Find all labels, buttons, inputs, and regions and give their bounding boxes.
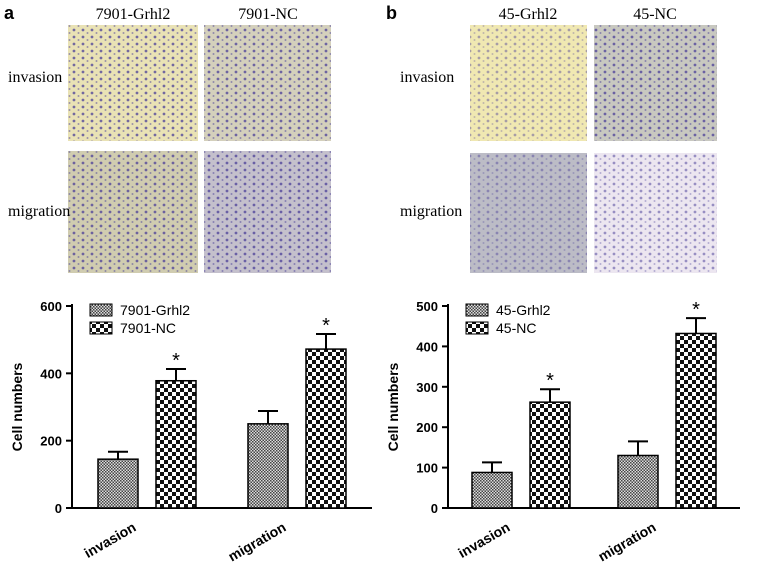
row-label: invasion bbox=[400, 69, 454, 86]
panel-letter: a bbox=[4, 3, 15, 23]
legend-swatch bbox=[465, 303, 489, 317]
micrograph bbox=[68, 25, 198, 141]
panel-letter: b bbox=[386, 3, 397, 23]
x-tick-label: invasion bbox=[455, 519, 512, 561]
bar bbox=[97, 458, 139, 509]
column-label: 7901-NC bbox=[238, 6, 298, 23]
legend-label: 45-NC bbox=[496, 320, 536, 336]
y-tick-label: 300 bbox=[416, 380, 438, 395]
y-tick-label: 400 bbox=[40, 366, 62, 381]
bar bbox=[471, 471, 513, 509]
y-axis-label: Cell numbers bbox=[385, 362, 401, 451]
y-tick-label: 100 bbox=[416, 461, 438, 476]
micrographs bbox=[68, 25, 717, 273]
micrograph bbox=[204, 25, 331, 141]
significance-marker: * bbox=[692, 299, 700, 321]
y-axis-label: Cell numbers bbox=[9, 362, 25, 451]
row-label: migration bbox=[400, 203, 462, 220]
bar bbox=[617, 454, 659, 509]
column-label: 45-Grhl2 bbox=[499, 6, 558, 23]
y-tick-label: 200 bbox=[416, 420, 438, 435]
y-tick-label: 500 bbox=[416, 299, 438, 314]
legend-label: 45-Grhl2 bbox=[496, 302, 551, 318]
y-tick-label: 200 bbox=[40, 434, 62, 449]
y-tick-label: 0 bbox=[431, 501, 438, 516]
legend-swatch bbox=[465, 321, 489, 335]
y-tick-label: 600 bbox=[40, 299, 62, 314]
legend-swatch bbox=[89, 321, 113, 335]
legend-label: 7901-NC bbox=[120, 320, 176, 336]
micrograph bbox=[470, 153, 587, 273]
micrograph bbox=[594, 153, 717, 273]
row-label: migration bbox=[8, 203, 70, 220]
x-tick-label: invasion bbox=[81, 519, 138, 561]
micrograph bbox=[68, 151, 198, 273]
column-label: 7901-Grhl2 bbox=[96, 6, 171, 23]
x-tick-label: migration bbox=[225, 519, 288, 565]
bar bbox=[305, 348, 347, 509]
legend-swatch bbox=[89, 303, 113, 317]
bar bbox=[675, 332, 717, 509]
micrograph bbox=[594, 25, 717, 141]
y-tick-label: 0 bbox=[55, 501, 62, 516]
significance-marker: * bbox=[172, 350, 180, 372]
x-tick-label: migration bbox=[595, 519, 658, 565]
micrograph bbox=[204, 151, 331, 273]
column-label: 45-NC bbox=[633, 6, 677, 23]
significance-marker: * bbox=[322, 315, 330, 337]
bar bbox=[529, 401, 571, 509]
legend-label: 7901-Grhl2 bbox=[120, 302, 190, 318]
bar bbox=[247, 423, 289, 509]
bar bbox=[155, 379, 197, 509]
significance-marker: * bbox=[546, 370, 554, 392]
row-label: invasion bbox=[8, 69, 62, 86]
micrograph bbox=[470, 25, 587, 141]
y-tick-label: 400 bbox=[416, 339, 438, 354]
